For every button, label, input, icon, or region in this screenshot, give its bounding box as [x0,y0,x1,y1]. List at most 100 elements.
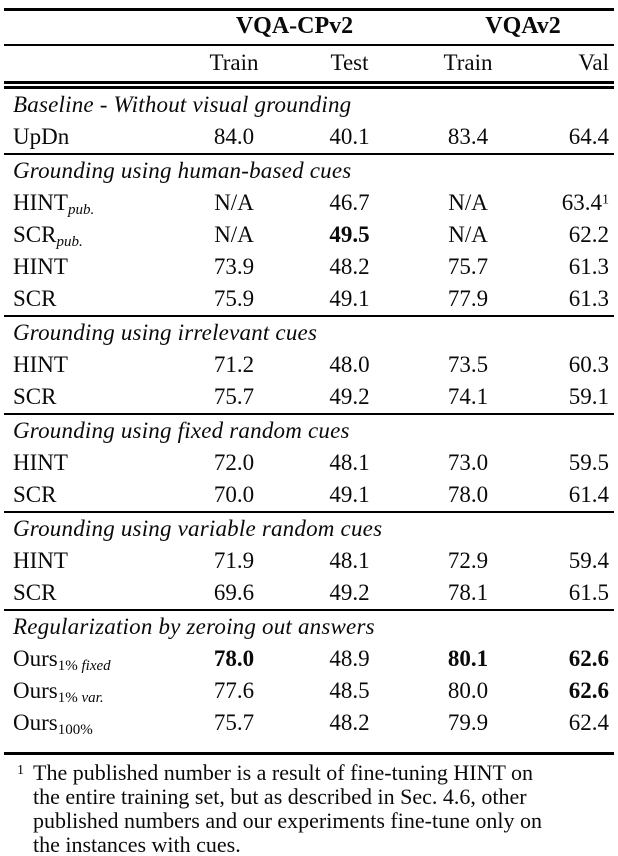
value-cell: 73.5 [410,349,526,381]
value-text: 49.2 [329,579,370,605]
value-cell: 59.5 [526,447,614,479]
value-text: 62.4 [568,709,610,735]
value-cell: 80.0 [410,675,526,707]
value-cell: 71.9 [179,545,289,577]
row-label-subscript: 1% [57,657,82,674]
section-2: Grounding using irrelevant cues HINT 71.2 4… [4,315,615,414]
value-cell: 75.7 [410,251,526,283]
table-row: HINTpub. N/A 46.7 N/A 63.41 [4,187,614,219]
table-row: HINT 73.9 48.2 75.7 61.3 [4,251,614,283]
value-text: 83.4 [447,123,489,149]
value-text: 73.5 [447,351,489,377]
table-row: Ours1% var. 77.6 48.5 80.0 62.6 [4,675,614,707]
value-text: N/A [214,221,254,247]
row-label: SCR [4,577,179,610]
value-cell: 71.2 [179,349,289,381]
value-text: 84.0 [213,123,255,149]
value-text: 40.1 [329,123,370,149]
footnote-line: the instances with cues. [33,831,241,856]
footnote-line: the entire training set, but as describe… [33,783,527,809]
col-header-cpv2-test: Test [330,50,369,76]
value-text: 75.9 [213,285,255,311]
value-cell: 59.4 [526,545,614,577]
value-cell: N/A [179,187,289,219]
value-text: 78.0 [447,481,489,507]
value-text: 77.9 [447,285,489,311]
column-group-vqacpv2: VQA-CPv2 [235,13,354,39]
value-cell: N/A [410,187,526,219]
value-text: 48.1 [329,547,370,573]
section-4: Grounding using variable random cues HINT… [4,511,615,610]
footnote-text: The published number is a result of fine… [33,760,542,856]
value-text: 49.1 [329,285,370,311]
value-cell: 72.0 [179,447,289,479]
section-title-row: Grounding using human-based cues [4,154,614,187]
value-text: 48.1 [329,449,370,475]
value-cell: 75.7 [179,381,289,414]
row-label-base: SCR [13,221,57,247]
value-cell: 49.1 [289,283,410,316]
value-cell: 61.3 [526,251,614,283]
row-label-base: HINT [13,253,68,279]
value-text: 73.9 [213,253,255,279]
value-cell: 70.0 [179,479,289,512]
table-row: Ours100% 75.7 48.2 79.9 62.4 [4,707,614,752]
value-text: 62.2 [568,221,610,247]
table-row: UpDn 84.0 40.1 83.4 64.4 [4,121,614,154]
table-row: HINT 71.2 48.0 73.5 60.3 [4,349,614,381]
section-title-row: Grounding using variable random cues [4,512,614,545]
value-text: 61.4 [568,481,610,507]
table-row: HINT 71.9 48.1 72.9 59.4 [4,545,614,577]
value-text: 70.0 [213,481,255,507]
value-text: 62.6 [568,677,610,703]
value-text: 48.0 [329,351,370,377]
value-text: 73.0 [447,449,489,475]
table-row: SCR 75.7 49.2 74.1 59.1 [4,381,614,414]
value-cell: 77.9 [410,283,526,316]
section-5: Regularization by zeroing out answers Our… [4,609,615,752]
value-text: 72.0 [213,449,255,475]
col-header-v2-val: Val [578,50,610,76]
section-title-row: Regularization by zeroing out answers [4,610,614,643]
value-text: 61.5 [568,579,610,605]
value-text: 74.1 [447,383,489,409]
value-text: 71.2 [213,351,255,377]
double-rule-gap [4,82,615,87]
value-cell: 48.5 [289,675,410,707]
empty-corner-cell [4,11,179,45]
value-text: 62.6 [568,645,610,671]
value-text: 64.4 [568,123,610,149]
value-text: 80.0 [447,677,489,703]
value-text: 77.6 [213,677,255,703]
value-text: 48.9 [329,645,370,671]
row-label: SCR [4,283,179,316]
section-title-row: Grounding using irrelevant cues [4,316,614,349]
bottom-rule [4,751,614,755]
results-table: VQA-CPv2 VQAv2 Train Test Train Val Base… [4,11,615,752]
section-title-row: Baseline - Without visual grounding [4,87,614,121]
value-cell: N/A [410,219,526,251]
table-row: Ours1% fixed 78.0 48.9 80.1 62.6 [4,643,614,675]
value-text: 46.7 [329,189,370,215]
value-cell: 75.9 [179,283,289,316]
row-label: UpDn [4,121,179,154]
value-text: 80.1 [447,645,489,671]
section-title: Grounding using variable random cues [13,515,383,541]
value-text: N/A [448,221,488,247]
sub-header-row: Train Test Train Val [4,45,615,82]
value-cell: 48.2 [289,707,410,752]
row-label-base: SCR [13,481,57,507]
value-text: 79.9 [447,709,489,735]
value-cell: 78.1 [410,577,526,610]
col-header-cpv2-train: Train [209,50,259,76]
value-cell: 61.3 [526,283,614,316]
value-cell: 46.7 [289,187,410,219]
value-cell: 49.2 [289,577,410,610]
row-label-base: SCR [13,285,57,311]
row-label-base: HINT [13,547,68,573]
row-label: HINT [4,545,179,577]
value-cell: 78.0 [179,643,289,675]
value-cell: 49.5 [289,219,410,251]
value-text: 72.9 [447,547,489,573]
value-text: 59.1 [568,383,610,409]
